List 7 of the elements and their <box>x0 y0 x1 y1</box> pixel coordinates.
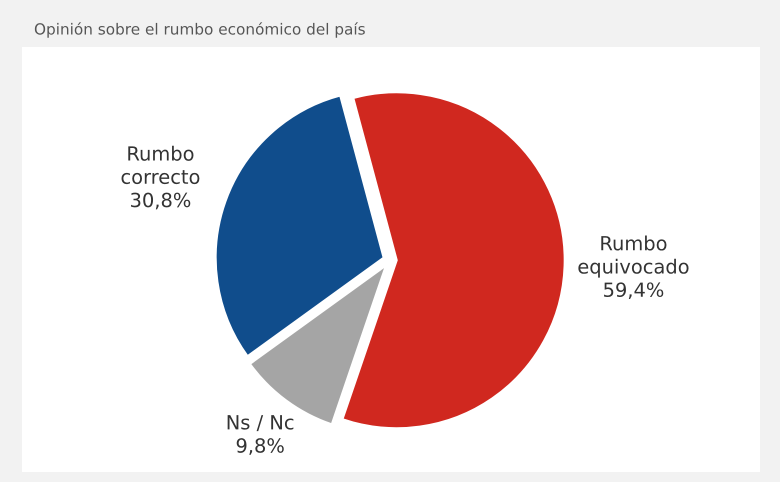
slice-label: Ns / Nc <box>228 415 294 432</box>
slice-label: Rumbo equivocado <box>578 236 689 278</box>
slice-label: Rumbo correcto <box>122 146 200 184</box>
data-label: 59,4% <box>604 282 664 300</box>
chart-title: Opinión sobre el rumbo económico del país <box>34 22 365 38</box>
data-label: 30,8% <box>131 192 190 210</box>
data-label: 9,8% <box>236 438 284 455</box>
